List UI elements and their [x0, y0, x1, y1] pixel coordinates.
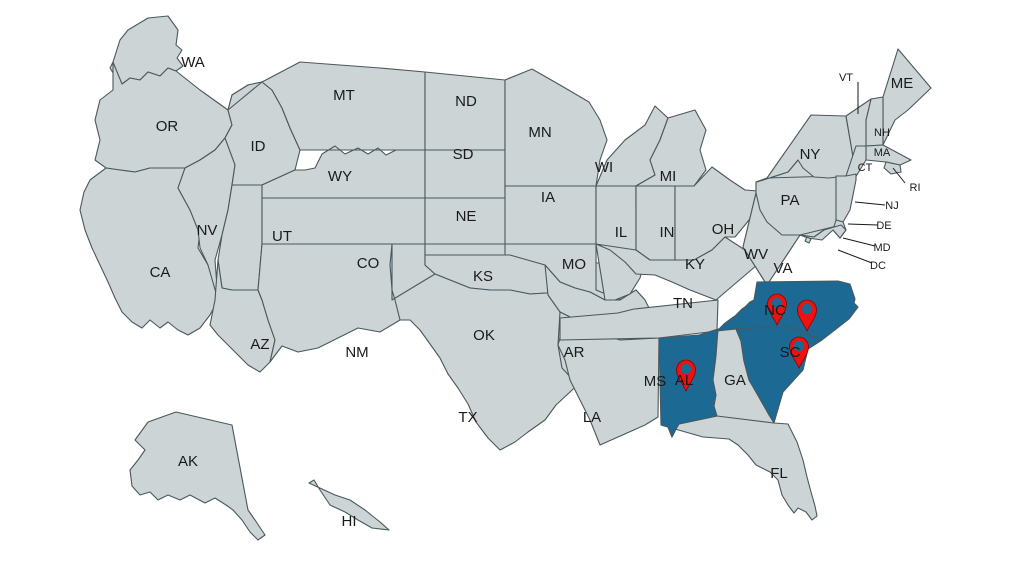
svg-text:NE: NE: [456, 208, 477, 225]
svg-text:NH: NH: [874, 127, 890, 139]
svg-text:AK: AK: [178, 453, 198, 470]
svg-text:NC: NC: [764, 302, 786, 319]
svg-text:MO: MO: [562, 256, 586, 273]
svg-text:OR: OR: [156, 118, 179, 135]
svg-text:CO: CO: [357, 255, 380, 272]
svg-text:TN: TN: [673, 295, 693, 312]
svg-text:CA: CA: [150, 264, 171, 281]
svg-text:VT: VT: [839, 72, 853, 84]
svg-text:LA: LA: [583, 409, 601, 426]
svg-text:WA: WA: [181, 54, 205, 71]
svg-text:AZ: AZ: [250, 336, 269, 353]
svg-text:MD: MD: [873, 242, 890, 254]
svg-text:IA: IA: [541, 189, 555, 206]
svg-text:NM: NM: [345, 344, 368, 361]
svg-text:TX: TX: [458, 409, 477, 426]
svg-text:SD: SD: [453, 146, 474, 163]
svg-text:DE: DE: [876, 220, 891, 232]
svg-text:IL: IL: [615, 224, 628, 241]
svg-text:CT: CT: [858, 162, 873, 174]
svg-text:AR: AR: [564, 344, 585, 361]
svg-text:DC: DC: [870, 260, 886, 272]
svg-text:MS: MS: [644, 373, 667, 390]
svg-text:MN: MN: [528, 124, 551, 141]
svg-text:NV: NV: [197, 222, 218, 239]
svg-text:ND: ND: [455, 93, 477, 110]
svg-text:WI: WI: [595, 159, 613, 176]
svg-text:MT: MT: [333, 87, 355, 104]
svg-text:GA: GA: [724, 372, 746, 389]
svg-text:OK: OK: [473, 327, 495, 344]
svg-text:VA: VA: [774, 260, 793, 277]
svg-text:UT: UT: [272, 228, 292, 245]
svg-text:WY: WY: [328, 168, 352, 185]
svg-text:ME: ME: [891, 75, 914, 92]
svg-text:NJ: NJ: [885, 200, 898, 212]
svg-text:AL: AL: [675, 372, 693, 389]
svg-text:SC: SC: [780, 344, 801, 361]
svg-text:RI: RI: [910, 182, 921, 194]
svg-text:PA: PA: [781, 192, 800, 209]
svg-text:OH: OH: [712, 221, 735, 238]
svg-text:IN: IN: [660, 224, 675, 241]
svg-text:KY: KY: [685, 256, 705, 273]
svg-text:HI: HI: [342, 513, 357, 530]
svg-text:FL: FL: [770, 465, 788, 482]
svg-text:NY: NY: [800, 146, 821, 163]
svg-text:KS: KS: [473, 268, 493, 285]
svg-text:MA: MA: [874, 147, 891, 159]
svg-text:MI: MI: [660, 168, 677, 185]
svg-text:ID: ID: [251, 138, 266, 155]
svg-text:WV: WV: [744, 246, 768, 263]
